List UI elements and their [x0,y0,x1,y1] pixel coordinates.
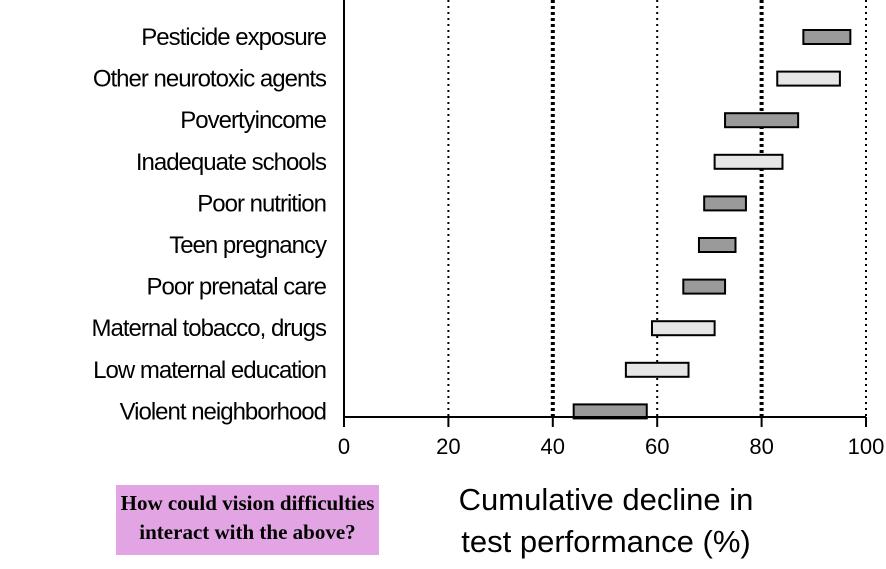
range-bar [624,361,690,378]
range-bars [572,29,852,420]
x-tick-label: 80 [749,434,773,459]
range-bar [650,320,716,337]
range-bar [572,403,648,420]
category-label: Pesticide exposure [141,24,326,51]
x-tick-label: 40 [541,434,565,459]
category-label: Povertyincome [180,107,326,134]
category-labels: Pesticide exposure Other neurotoxic agent… [92,24,328,425]
x-axis-ticks: 0 20 40 60 80 100 [338,417,884,459]
category-label: Poor nutrition [197,190,326,217]
range-bar [776,70,841,87]
question-callout: How could vision difficulties interact w… [116,485,379,555]
range-bar [697,237,737,253]
x-tick-label: 20 [436,434,460,459]
x-tick-label: 60 [645,434,669,459]
category-label: Low maternal education [93,357,326,384]
range-bar [703,195,747,212]
callout-line-1: How could vision difficulties [120,491,375,515]
category-label: Violent neighborhood [120,398,326,425]
x-tick-label: 100 [848,434,885,459]
category-label: Teen pregnancy [169,232,327,259]
x-axis-label-line1: Cumulative decline in [459,482,754,517]
range-bar [724,112,800,129]
x-axis-label-line2: test performance (%) [461,524,750,559]
gridlines [447,0,867,417]
category-label: Poor prenatal care [147,274,327,301]
category-label: Maternal tobacco, drugs [92,315,327,342]
range-bar [682,278,727,295]
callout-line-2: interact with the above? [139,520,356,544]
category-label: Inadequate schools [136,149,327,176]
range-bar [802,29,852,45]
range-bar [713,153,784,170]
category-label: Other neurotoxic agents [93,66,327,93]
x-tick-label: 0 [338,434,350,459]
